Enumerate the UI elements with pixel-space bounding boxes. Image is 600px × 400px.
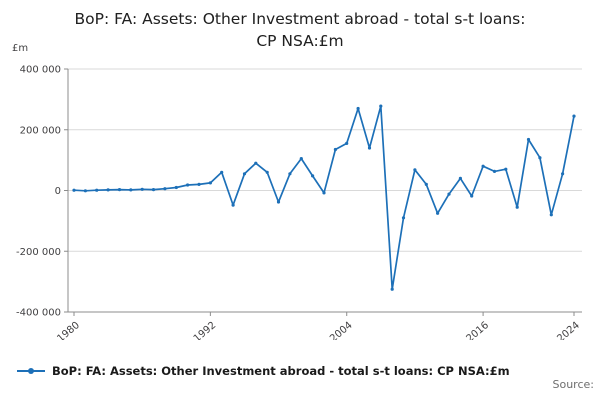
chart-title-line2: CP NSA:£m [256,32,344,51]
svg-text:1980: 1980 [55,320,82,340]
svg-text:2004: 2004 [328,320,355,340]
source-label: Source: [552,378,595,391]
svg-text:2016: 2016 [464,320,491,340]
axes [64,68,582,316]
legend-line-marker-icon [17,368,45,374]
svg-text:200 000: 200 000 [20,125,61,136]
chart-legend: BoP: FA: Assets: Other Investment abroad… [16,364,510,378]
data-series-line [72,104,576,291]
y-axis-unit-label: £m [12,43,28,54]
svg-text:-400 000: -400 000 [16,308,61,319]
svg-text:1992: 1992 [192,320,219,340]
svg-text:400 000: 400 000 [20,65,61,76]
svg-text:-200 000: -200 000 [16,247,61,258]
svg-text:2024: 2024 [555,320,582,340]
chart-title-line1: BoP: FA: Assets: Other Investment abroad… [74,10,526,28]
legend-series-label: BoP: FA: Assets: Other Investment abroad… [52,364,510,378]
svg-text:0: 0 [55,186,61,197]
chart-title: BoP: FA: Assets: Other Investment abroad… [0,8,600,53]
